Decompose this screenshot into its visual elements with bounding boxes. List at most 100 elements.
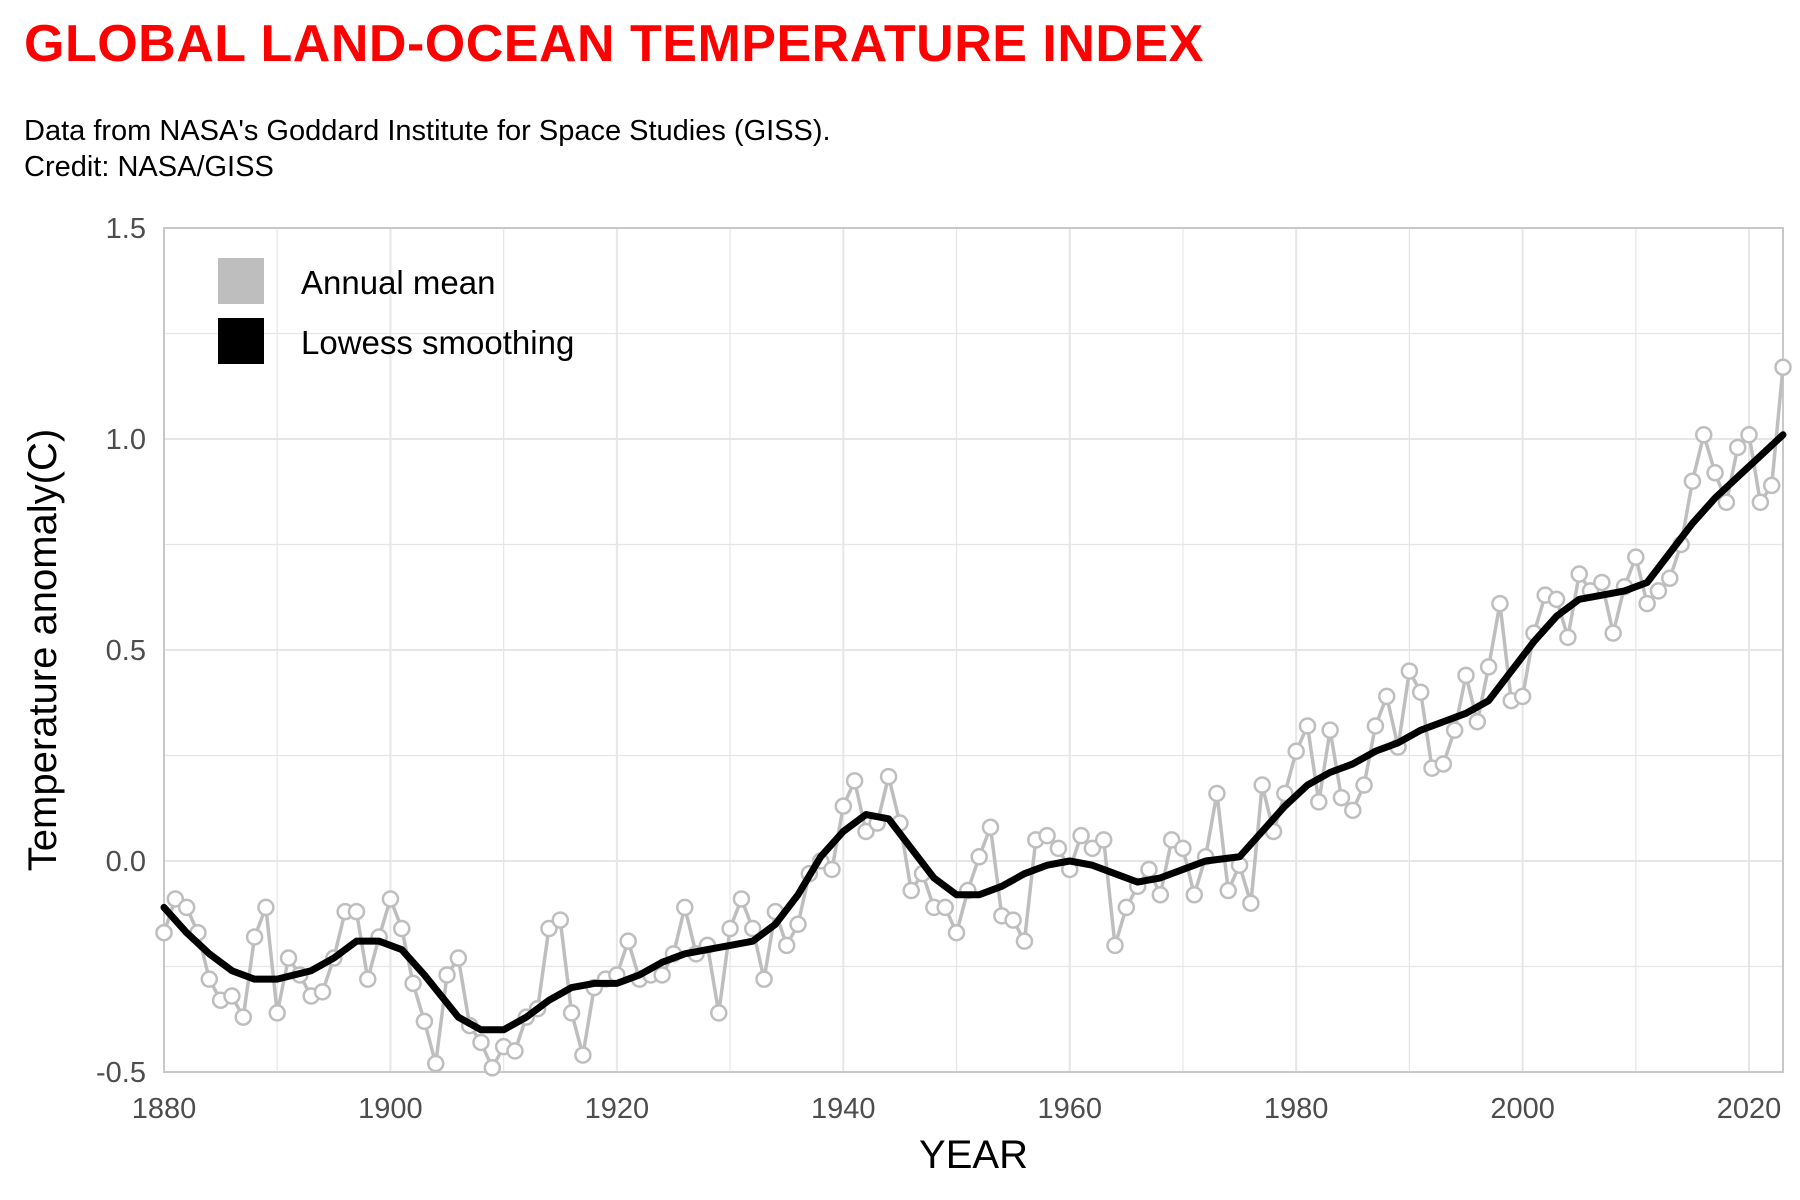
annual-mean-point [947,923,966,942]
annual-mean-point [936,898,954,917]
annual-mean-layer [155,358,1792,1077]
y-tick-label: 0.5 [106,635,146,667]
annual-mean-point [834,797,853,815]
annual-mean-point [1049,839,1068,858]
annual-mean-point [449,949,468,967]
annual-mean-point [823,860,841,879]
annual-mean-point [279,949,298,967]
annual-mean-point [551,911,570,929]
annual-mean-point [1072,826,1090,845]
annual-mean-point [540,919,558,938]
annual-mean-point [732,890,751,908]
annual-mean-point [619,932,637,950]
annual-mean-point [1559,628,1577,647]
annual-mean-point [1479,658,1498,676]
annual-mean-point [1117,898,1136,917]
annual-mean-point [1366,717,1385,735]
annual-mean-point [1513,687,1532,706]
annual-mean-point [1457,666,1475,685]
annual-mean-point [404,974,422,993]
x-tick-label: 1940 [811,1093,876,1125]
annual-mean-point [1740,426,1758,444]
annual-mean-point [1661,569,1679,588]
annual-mean-point [562,1004,581,1022]
annual-mean-point [359,970,377,988]
annual-mean-point [313,983,332,1001]
x-tick-label: 1900 [358,1093,423,1125]
annual-mean-point [1728,438,1747,457]
annual-mean-point [1332,788,1351,807]
chart-legend: Annual mean Lowess smoothing [218,258,574,364]
chart-subtitle: Data from NASA's Goddard Institute for S… [24,113,831,185]
annual-mean-point [857,822,875,841]
annual-mean-point [1298,717,1317,735]
annual-mean-point [223,987,241,1005]
plot-frame [163,227,1784,1073]
annual-mean-point [268,1004,286,1022]
x-tick-label: 1920 [585,1093,650,1125]
x-axis-title: YEAR [919,1133,1028,1177]
x-tick-label: 1960 [1037,1093,1102,1125]
annual-mean-point [1377,687,1396,706]
annual-mean-point [1638,594,1656,613]
y-tick-label: -0.5 [96,1057,146,1089]
annual-mean-point [472,1033,490,1052]
annual-mean-point [902,881,920,900]
annual-mean-point [710,1004,728,1022]
annual-mean-point [970,848,988,866]
annual-mean-point [574,1046,592,1064]
annual-mean-point [1570,565,1588,583]
annual-mean-point [1106,936,1124,955]
subtitle-line-credit: Credit: NASA/GISS [24,151,274,183]
annual-mean-point [1774,358,1792,377]
annual-mean-point [347,902,366,921]
annual-mean-point [1400,662,1419,680]
annual-mean-point [483,1059,502,1077]
annual-mean-point [1762,476,1781,495]
lowess-smoothing-layer [160,431,1787,1034]
annual-mean-point [1140,860,1158,879]
chart-title: GLOBAL LAND-OCEAN TEMPERATURE INDEX [24,15,1204,73]
annual-mean-point [438,966,456,984]
annual-mean-point [1434,755,1453,773]
annual-mean-line [162,367,1785,1070]
annual-mean-point [393,919,411,938]
axis-layer: 1880 1900 1920 1940 1960 1980 2000 2020 -0.5 0.0 0… [96,213,1781,1125]
x-tick-label: 1880 [132,1093,197,1125]
annual-mean-point [1593,573,1611,592]
annual-mean-point [1253,776,1271,794]
annual-mean-point [777,936,796,955]
annual-mean-point [1445,721,1464,739]
annual-mean-point [1208,784,1226,803]
annual-mean-point [1344,801,1362,820]
y-tick-label: 0.0 [106,846,146,878]
legend-label-lowess-smoothing: Lowess smoothing [301,324,574,361]
annual-mean-point [1151,886,1170,904]
annual-mean-point [1310,793,1328,811]
annual-mean-point [1004,911,1022,929]
annual-mean-point [1411,683,1430,701]
annual-mean-point [1083,839,1102,858]
annual-mean-point [245,928,264,946]
annual-mean-point [789,915,807,934]
annual-mean-point [1717,493,1736,512]
annual-mean-point [1683,472,1702,490]
annual-mean-point [1174,839,1192,858]
legend-label-annual-mean: Annual mean [301,264,495,301]
annual-mean-point [981,818,1000,836]
subtitle-line-source: Data from NASA's Goddard Institute for S… [24,115,831,147]
annual-mean-point [1627,548,1645,566]
annual-mean-point [1276,784,1294,803]
annual-mean-point [721,919,739,938]
annual-mean-point [166,890,185,908]
x-tick-label: 1980 [1264,1093,1329,1125]
annual-mean-point [1694,426,1713,444]
annual-mean-point [755,970,773,988]
annual-mean-point [1706,464,1724,482]
x-tick-label: 2020 [1717,1093,1782,1125]
annual-mean-point [415,1012,434,1031]
annual-mean-point [155,923,173,942]
annual-mean-point [1321,721,1339,739]
annual-mean-point [1185,886,1204,904]
